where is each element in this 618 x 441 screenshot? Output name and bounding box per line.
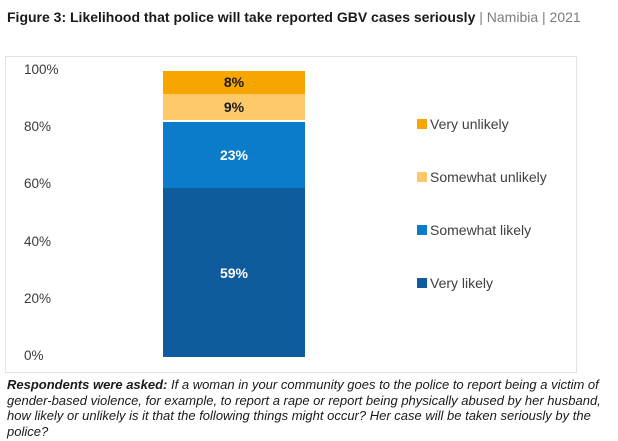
bar-segment-value-label: 23% <box>219 147 249 164</box>
figure-title-main: Figure 3: Likelihood that police will ta… <box>7 9 476 25</box>
stacked-bar: 8% 9% 23% 59% <box>163 57 305 372</box>
bar-segment-value-label: 8% <box>223 74 245 91</box>
chart-panel: 0% 20% 40% 60% 80% 100% 8% 9% 23% 59% Very unlik… <box>5 56 577 373</box>
y-axis-label: 80% <box>24 119 52 135</box>
chart-legend: Very unlikely Somewhat unlikely Somewhat l… <box>417 116 547 291</box>
y-axis-label: 40% <box>24 233 52 249</box>
legend-item-somewhat-likely: Somewhat likely <box>417 222 547 238</box>
bar-segment-very-unlikely: 8% <box>163 71 305 94</box>
legend-item-very-likely: Very likely <box>417 275 547 291</box>
legend-item-somewhat-unlikely: Somewhat unlikely <box>417 169 547 185</box>
bar-segment-very-likely: 59% <box>163 188 305 357</box>
legend-label: Somewhat likely <box>430 222 532 238</box>
bar-segment-somewhat-unlikely: 9% <box>163 93 305 120</box>
bar-segment-value-label: 9% <box>223 98 245 115</box>
legend-swatch-icon <box>417 225 427 235</box>
legend-swatch-icon <box>417 278 427 288</box>
legend-label: Somewhat unlikely <box>430 169 547 185</box>
footnote-question: If a woman in your community goes to the… <box>7 377 601 440</box>
legend-item-very-unlikely: Very unlikely <box>417 116 547 132</box>
legend-label: Very likely <box>430 275 494 291</box>
figure-title: Figure 3: Likelihood that police will ta… <box>7 8 611 27</box>
legend-label: Very unlikely <box>430 116 509 132</box>
bar-segment-somewhat-likely: 23% <box>163 122 305 189</box>
y-axis-label: 100% <box>24 62 59 77</box>
bar-segment-value-label: 59% <box>219 264 249 281</box>
legend-swatch-icon <box>417 119 427 129</box>
y-axis-label: 0% <box>24 348 44 363</box>
footnote: Respondents were asked: If a woman in yo… <box>7 377 613 440</box>
legend-swatch-icon <box>417 172 427 182</box>
y-axis-label: 20% <box>24 290 52 306</box>
y-axis-label: 60% <box>24 176 52 192</box>
footnote-lead: Respondents were asked: <box>7 377 168 392</box>
figure-title-context: | Namibia | 2021 <box>479 9 581 25</box>
